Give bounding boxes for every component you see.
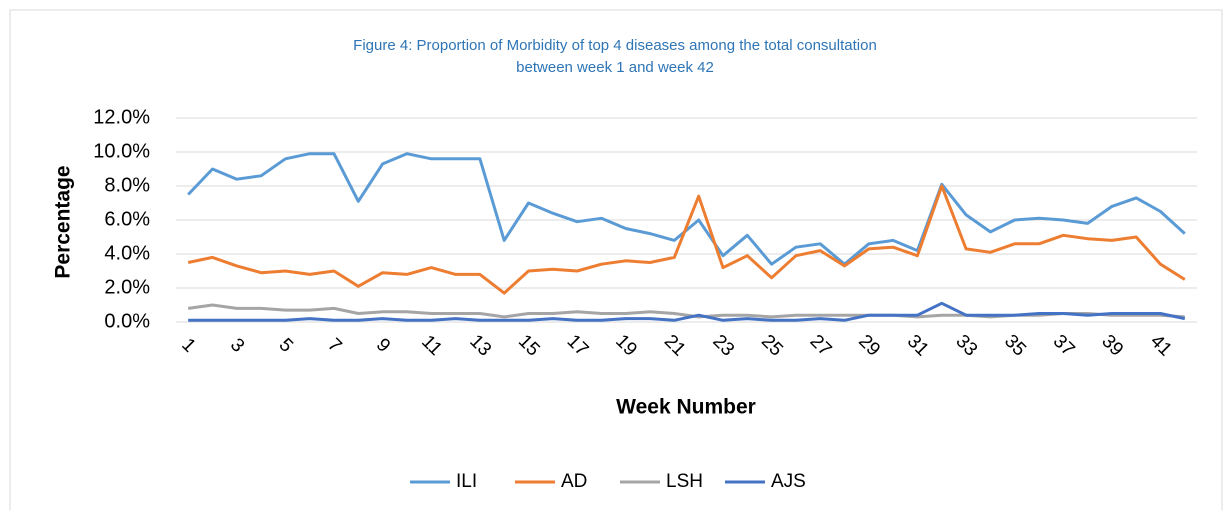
y-tick-label: 0.0% — [104, 310, 150, 332]
legend-label: AJS — [771, 471, 806, 492]
y-tick-label: 4.0% — [104, 242, 150, 264]
legend-label: AD — [561, 471, 587, 492]
y-tick-label: 10.0% — [93, 140, 150, 162]
chart-title: Figure 4: Proportion of Morbidity of top… — [353, 37, 877, 54]
y-axis-label: Percentage — [52, 165, 75, 278]
x-axis-label: Week Number — [616, 396, 756, 419]
series-line — [188, 301, 1186, 322]
chart-title: between week 1 and week 42 — [516, 59, 714, 76]
legend-label: ILI — [456, 471, 477, 492]
y-tick-label: 12.0% — [93, 106, 150, 128]
y-tick-label: 6.0% — [104, 208, 150, 230]
series-line — [187, 184, 1186, 295]
y-tick-label: 8.0% — [104, 174, 150, 196]
y-tick-label: 2.0% — [104, 276, 150, 298]
legend-label: LSH — [666, 471, 703, 492]
chart-border — [9, 9, 1223, 510]
